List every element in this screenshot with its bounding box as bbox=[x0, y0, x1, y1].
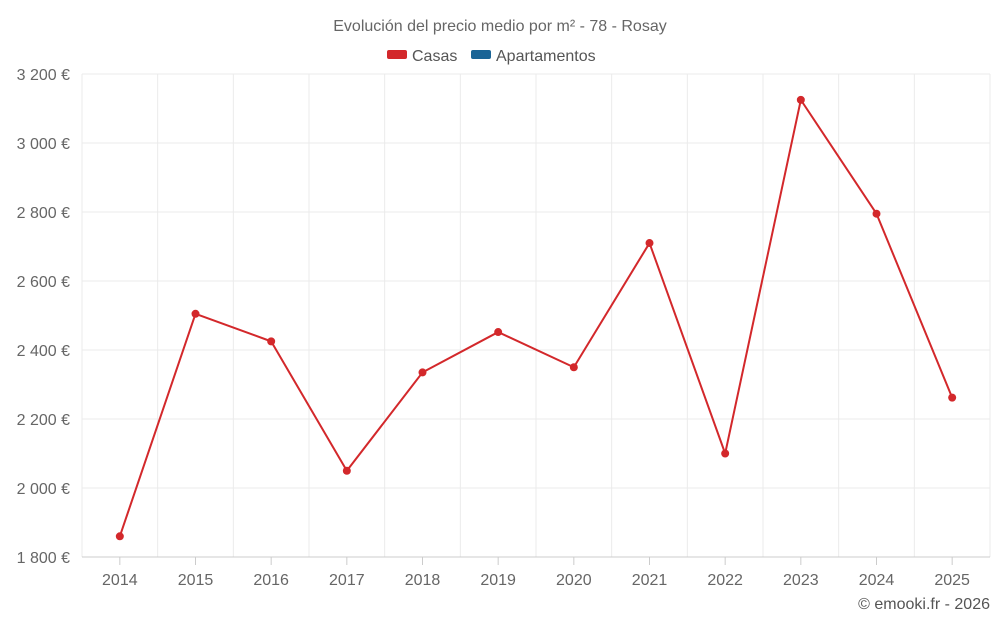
legend-swatch-casas bbox=[387, 50, 407, 59]
x-tick-label: 2018 bbox=[405, 572, 441, 589]
x-tick-label: 2021 bbox=[632, 572, 668, 589]
credit-text: © emooki.fr - 2026 bbox=[858, 596, 990, 613]
series-casas bbox=[115, 95, 957, 541]
legend-label-casas: Casas bbox=[412, 48, 457, 65]
x-axis: 2014 2015 2016 2017 2018 2019 2020 2021 2022 2023… bbox=[82, 556, 990, 589]
data-point[interactable] bbox=[645, 239, 654, 248]
x-tick-label: 2024 bbox=[859, 572, 895, 589]
legend: Casas Apartamentos bbox=[387, 48, 596, 65]
data-point[interactable] bbox=[418, 368, 427, 377]
chart-title: Evolución del precio medio por m² - 78 -… bbox=[333, 18, 666, 35]
x-tick-label: 2020 bbox=[556, 572, 592, 589]
x-tick-label: 2025 bbox=[934, 572, 970, 589]
data-point[interactable] bbox=[115, 532, 124, 541]
y-tick-label: 3 000 € bbox=[17, 136, 70, 153]
y-tick-label: 2 400 € bbox=[17, 343, 70, 360]
legend-item-apartamentos[interactable]: Apartamentos bbox=[471, 48, 596, 65]
data-point[interactable] bbox=[796, 95, 805, 104]
y-tick-label: 2 800 € bbox=[17, 205, 70, 222]
x-tick-label: 2022 bbox=[707, 572, 743, 589]
data-point[interactable] bbox=[191, 309, 200, 318]
x-tick-label: 2016 bbox=[253, 572, 289, 589]
data-point[interactable] bbox=[569, 363, 578, 372]
data-point[interactable] bbox=[494, 328, 503, 337]
data-point[interactable] bbox=[267, 337, 276, 346]
y-tick-label: 3 200 € bbox=[17, 67, 70, 84]
x-tick-label: 2015 bbox=[178, 572, 214, 589]
legend-item-casas[interactable]: Casas bbox=[387, 48, 457, 65]
x-tick-label: 2017 bbox=[329, 572, 365, 589]
data-point[interactable] bbox=[342, 466, 351, 475]
data-point[interactable] bbox=[721, 449, 730, 458]
y-axis: 1 800 € 2 000 € 2 200 € 2 400 € 2 600 € 2 800… bbox=[17, 67, 70, 567]
x-tick-label: 2019 bbox=[480, 572, 516, 589]
legend-label-apartamentos: Apartamentos bbox=[496, 48, 596, 65]
x-tick-label: 2014 bbox=[102, 572, 138, 589]
y-tick-label: 2 600 € bbox=[17, 274, 70, 291]
y-tick-label: 2 000 € bbox=[17, 481, 70, 498]
grid bbox=[81, 73, 991, 557]
data-point[interactable] bbox=[948, 393, 957, 402]
y-tick-label: 1 800 € bbox=[17, 550, 70, 567]
data-point[interactable] bbox=[872, 209, 881, 218]
legend-swatch-apartamentos bbox=[471, 50, 491, 59]
y-tick-label: 2 200 € bbox=[17, 412, 70, 429]
series-line-casas bbox=[118, 98, 954, 538]
x-tick-label: 2023 bbox=[783, 572, 819, 589]
